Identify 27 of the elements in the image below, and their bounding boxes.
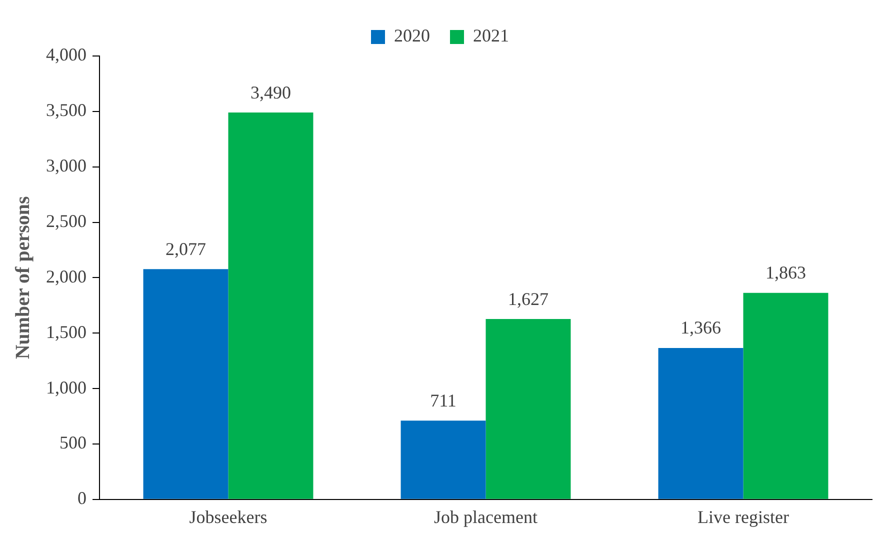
- y-tick-label: 3,500: [46, 100, 86, 120]
- data-label: 2,077: [166, 238, 206, 259]
- legend-label: 2020: [394, 26, 430, 46]
- bar: [228, 112, 314, 499]
- data-label: 711: [430, 390, 456, 410]
- y-tick-label: 2,000: [46, 266, 86, 286]
- data-label: 3,490: [250, 82, 291, 102]
- bar: [400, 420, 486, 499]
- data-label: 1,627: [508, 288, 548, 309]
- data-label: 1,366: [680, 318, 722, 338]
- y-tick-label: 0: [78, 488, 86, 508]
- data-label: 1,863: [765, 262, 806, 283]
- y-tick-label: 1,500: [46, 322, 86, 342]
- y-tick-label: 4,000: [46, 44, 86, 65]
- x-tick-label: Jobseekers: [189, 506, 268, 527]
- x-tick-label: Live register: [698, 506, 789, 527]
- y-axis-title: Number of persons: [12, 196, 34, 360]
- y-tick-label: 1,000: [46, 377, 86, 398]
- y-tick-label: 2,500: [46, 211, 86, 232]
- bar: [486, 319, 571, 499]
- legend-label: 2021: [473, 26, 509, 46]
- bar: [143, 269, 228, 499]
- y-tick-label: 500: [60, 432, 86, 453]
- x-tick-label: Job placement: [434, 506, 538, 527]
- y-tick-label: 3,000: [46, 156, 86, 176]
- bar: [658, 348, 744, 499]
- bar: [743, 292, 828, 499]
